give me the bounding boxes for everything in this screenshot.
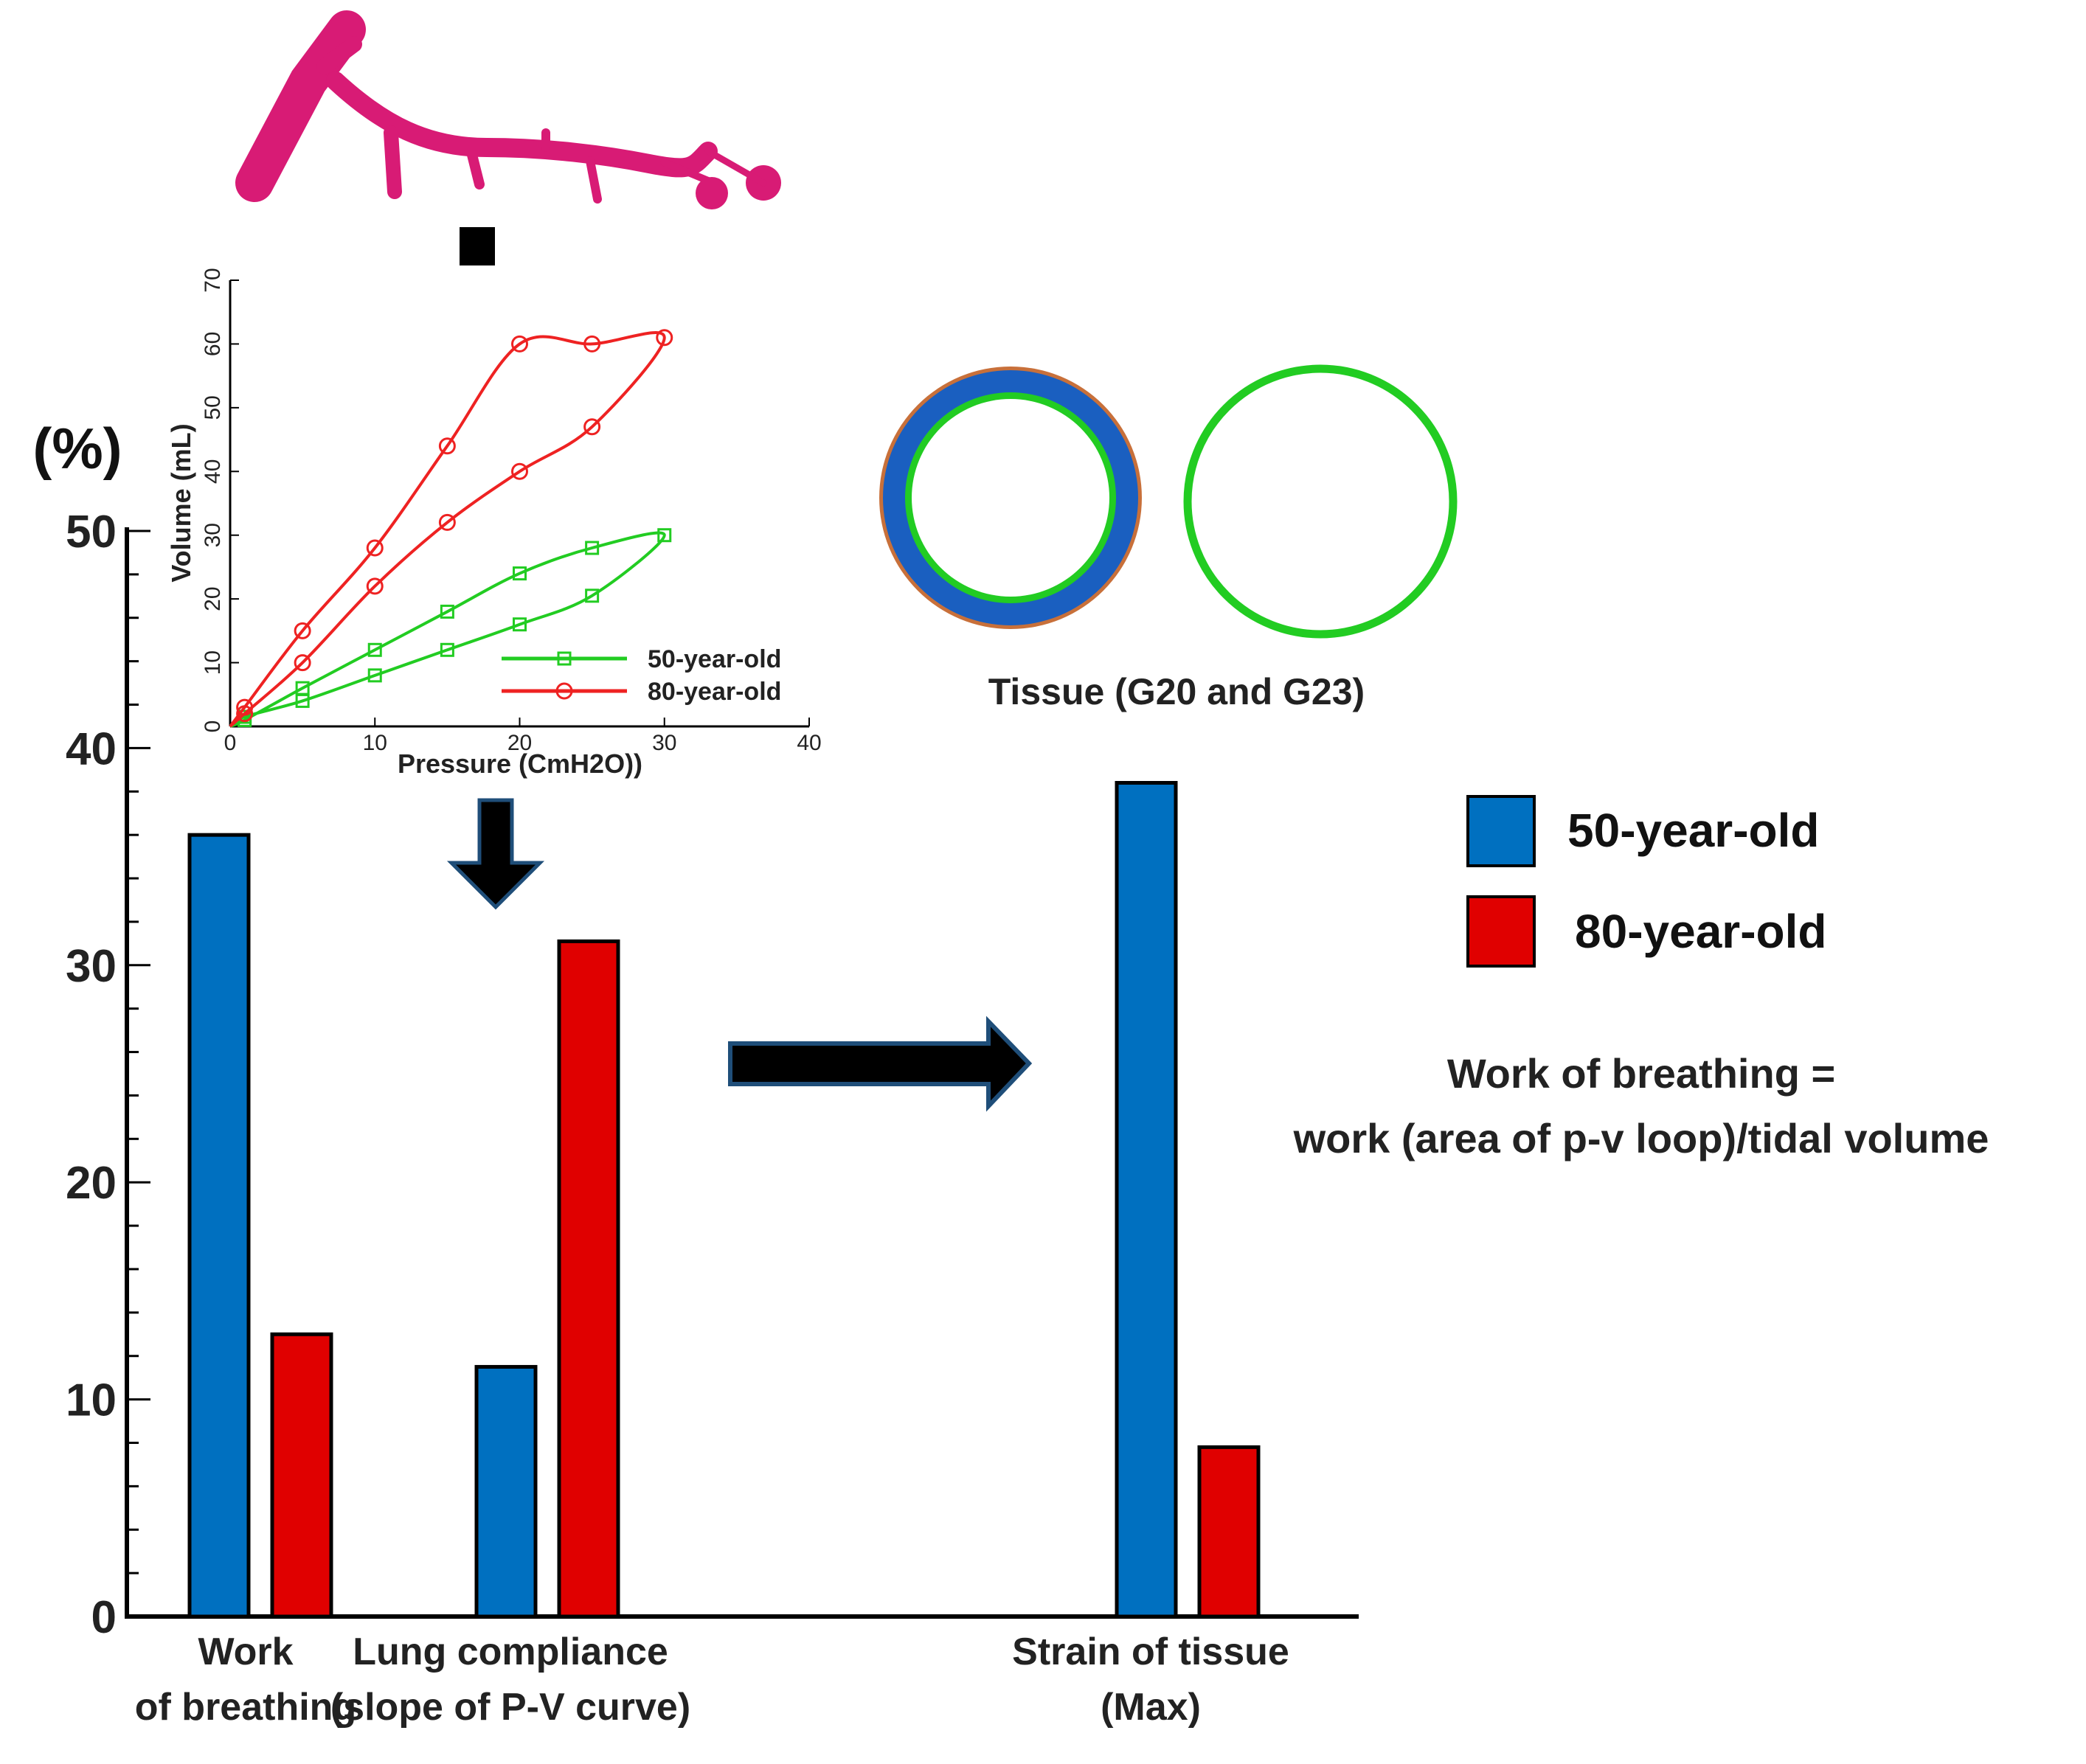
tissue-label: Tissue (G20 and G23) [988, 671, 1365, 712]
inset-point-50-year-old [585, 588, 600, 603]
inset-point-80-year-old [236, 705, 254, 723]
category-label-line2: (Max) [1101, 1686, 1201, 1729]
down-arrow-outlined-icon [446, 798, 545, 910]
inset-y-tick-label: 70 [201, 268, 225, 292]
inset-point-80-year-old [366, 539, 384, 557]
bar-80-year-old-0 [270, 1332, 333, 1619]
inset-x-tick-label: 40 [797, 731, 821, 755]
formula-line-1: Work of breathing = [1447, 1050, 1835, 1097]
category-label-line1: Lung compliance [353, 1631, 668, 1673]
inset-legend-label: 80-year-old [648, 678, 781, 706]
inset-point-80-year-old [294, 654, 311, 672]
legend-label-50: 50-year-old [1567, 804, 1819, 857]
inset-series-line-80-year-old [229, 331, 666, 728]
y-tick-label: 50 [66, 507, 117, 558]
inset-y-axis-label: Volume (mL) [166, 423, 196, 582]
inset-y-tick-label: 50 [201, 395, 225, 420]
inset-y-tick-label: 0 [201, 720, 225, 733]
category-label-line1: Strain of tissue [1012, 1631, 1289, 1673]
inset-x-tick-label: 20 [507, 731, 532, 755]
inset-point-80-year-old [366, 577, 384, 595]
inset-point-80-year-old [236, 698, 254, 716]
inset-legend-marker [555, 682, 573, 700]
inset-point-50-year-old [513, 566, 527, 581]
legend-swatch-80 [1466, 895, 1536, 968]
inset-point-50-year-old [440, 604, 454, 619]
formula-line-2: work (area of p-v loop)/tidal volume [1293, 1115, 1989, 1161]
inset-point-80-year-old [511, 462, 528, 480]
y-tick-label: 0 [91, 1592, 117, 1643]
right-arrow-icon [728, 1015, 1033, 1112]
inset-x-tick-label: 30 [652, 731, 676, 755]
inset-legend-label: 50-year-old [648, 645, 781, 673]
legend: 50-year-old 80-year-old [1466, 795, 1826, 968]
inset-point-80-year-old [583, 418, 601, 436]
inset-y-tick-label: 30 [201, 523, 225, 547]
category-label-line2: (slope of P-V curve) [330, 1686, 690, 1729]
inset-legend-marker [557, 651, 572, 666]
bar-80-year-old-2 [1197, 1445, 1261, 1619]
bar-50-year-old-0 [187, 833, 251, 1619]
inset-point-80-year-old [656, 329, 673, 347]
inset-y-tick-label: 20 [201, 586, 225, 611]
inset-background [170, 265, 834, 782]
inset-x-axis-label: Pressure (CmH2O)) [398, 749, 642, 779]
y-tick-label: 40 [66, 723, 117, 774]
inset-y-tick-label: 10 [201, 650, 225, 675]
inset-x-tick-label: 10 [363, 731, 387, 755]
legend-swatch-50 [1466, 795, 1536, 867]
tissue-ring-thick-icon [879, 367, 1142, 629]
inset-point-80-year-old [438, 437, 456, 455]
inset-x-tick-label: 0 [224, 731, 237, 755]
inset-series-line-50-year-old [229, 531, 666, 728]
inset-y-tick-label: 40 [201, 459, 225, 484]
inset-point-50-year-old [657, 528, 672, 543]
y-tick-label: 10 [66, 1375, 117, 1426]
category-label-line2: of breathing [135, 1686, 356, 1729]
category-label-line1: Work [198, 1631, 293, 1673]
inset-point-50-year-old [295, 693, 310, 708]
bar-50-year-old-1 [474, 1364, 538, 1619]
inset-point-50-year-old [367, 642, 382, 657]
inset-point-80-year-old [583, 335, 601, 353]
y-axis-unit-label: (%) [32, 416, 122, 481]
tissue-ring-thin-icon [1183, 364, 1458, 639]
inset-point-50-year-old [513, 617, 527, 632]
bar-80-year-old-1 [557, 939, 620, 1619]
inset-y-tick-label: 60 [201, 332, 225, 356]
bar-chart: 0 10 20 30 40 50 (%) Work of breathing Lung compl… [32, 416, 1359, 1729]
bar-50-year-old-2 [1115, 781, 1178, 1619]
inset-point-50-year-old [585, 541, 600, 555]
y-tick-label: 30 [66, 941, 117, 992]
inset-point-80-year-old [294, 622, 311, 639]
legend-label-80: 80-year-old [1575, 905, 1826, 958]
airway-tree-illustration [235, 10, 781, 209]
inset-point-80-year-old [511, 335, 528, 353]
inset-point-80-year-old [438, 513, 456, 531]
pv-inset-chart: 0 10 20 30 40 0 10 20 30 40 50 60 70 Pressure (CmH2O)… [166, 265, 834, 782]
y-tick-label: 20 [66, 1158, 117, 1209]
inset-point-50-year-old [367, 668, 382, 683]
inset-point-50-year-old [440, 642, 454, 657]
